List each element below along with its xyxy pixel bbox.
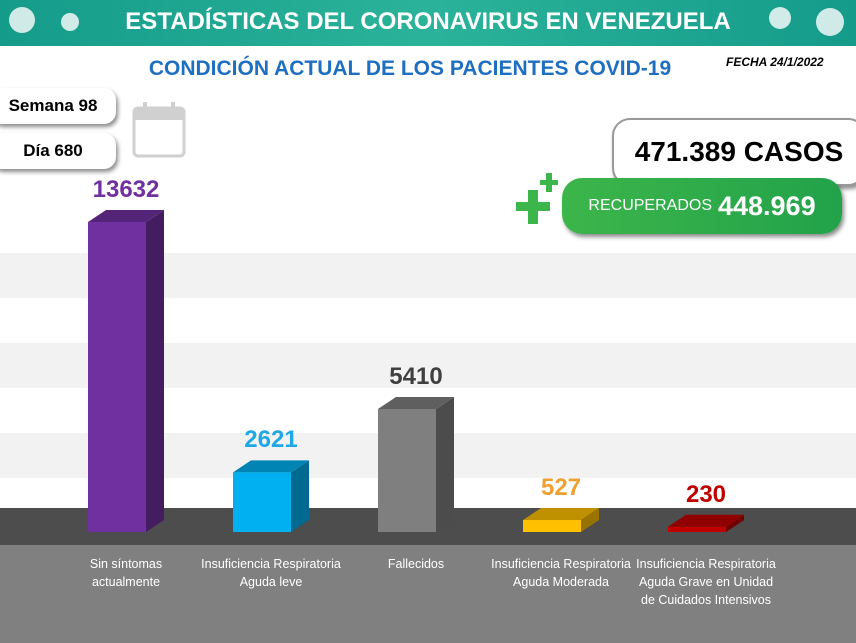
- x-tick-label: Insuficiencia Respiratoria Aguda Moderad…: [491, 557, 631, 589]
- bar: [88, 222, 146, 532]
- bar: [378, 408, 436, 532]
- bar: [233, 472, 291, 532]
- value-label: 5410: [389, 362, 443, 390]
- bar-side: [291, 460, 309, 532]
- bar-side: [146, 210, 164, 532]
- recovered-box: RECUPERADOS 448.969: [562, 178, 842, 234]
- x-tick-label: Insuficiencia Respiratoria Aguda leve: [201, 557, 341, 589]
- value-label: 230: [685, 480, 727, 508]
- plus-icons: [516, 173, 558, 224]
- recovered-value: 448.969: [717, 190, 816, 221]
- bar: [523, 520, 581, 532]
- footer-band: [0, 545, 856, 643]
- x-tick-label: Sin síntomas actualmente: [89, 557, 163, 589]
- day-box: Día 680: [0, 133, 116, 169]
- bar-side: [581, 508, 599, 532]
- week-box: Semana 98: [0, 88, 116, 124]
- date: FECHA 24/1/2022: [726, 55, 824, 69]
- bar-top: [233, 460, 309, 473]
- value-label: 527: [540, 474, 582, 502]
- x-tick-label: Insuficiencia Respiratoria Aguda Grave e…: [636, 557, 776, 607]
- header-banner: [0, 0, 856, 46]
- recovered-label: RECUPERADOS: [588, 197, 712, 214]
- bar-side: [436, 396, 454, 532]
- bar-side: [726, 514, 744, 532]
- cases-box: 471.389 CASOS: [612, 118, 856, 186]
- x-tick-label: Fallecidos: [387, 557, 445, 571]
- bar-top: [668, 514, 744, 527]
- value-label: 2621: [244, 426, 298, 454]
- bar: [668, 526, 726, 532]
- bar-top: [88, 210, 164, 222]
- bar-top: [378, 396, 454, 409]
- subtitle: CONDICIÓN ACTUAL DE LOS PACIENTES COVID-…: [148, 57, 672, 80]
- calendar-icon: [132, 102, 186, 158]
- virus-icons: [9, 7, 844, 36]
- title: ESTADÍSTICAS DEL CORONAVIRUS EN VENEZUEL…: [125, 8, 731, 35]
- bar-top: [523, 508, 599, 521]
- value-label: 13632: [92, 176, 160, 203]
